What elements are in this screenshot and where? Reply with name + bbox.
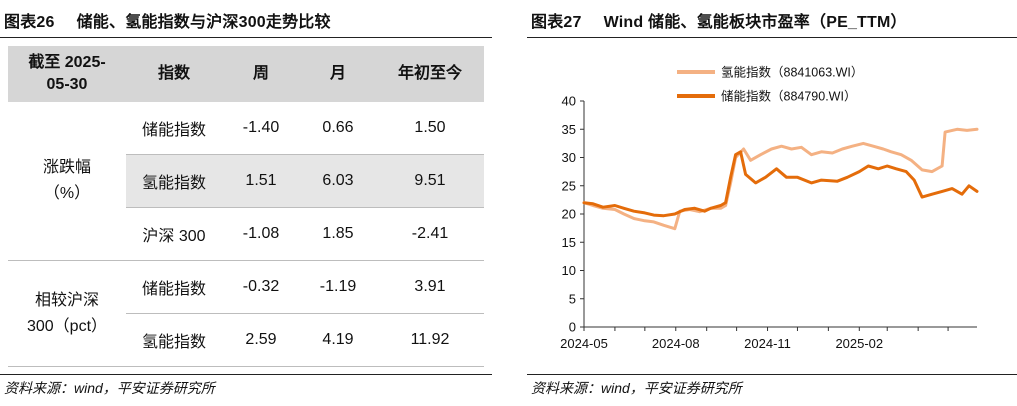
- row-index-name: 氢能指数: [126, 313, 222, 367]
- figure-27-top-rule: [527, 37, 1017, 38]
- row-index-name: 储能指数: [126, 260, 222, 314]
- figure-27-source: 资料来源：wind，平安证券研究所: [531, 380, 742, 396]
- figure-27-title: 图表27 Wind 储能、氢能板块市盈率（PE_TTM）: [531, 8, 907, 32]
- row-index-name: 氢能指数: [126, 154, 222, 208]
- row-ytd-value: 3.91: [376, 260, 484, 314]
- legend-label: 氢能指数（8841063.WI）: [721, 65, 863, 80]
- y-tick-label: 25: [562, 178, 576, 193]
- group-label-change: 涨跌幅 （%）: [8, 102, 126, 261]
- row-week-value: -0.32: [222, 260, 300, 314]
- table-row: 氢能指数 1.51 6.03 9.51: [8, 154, 484, 208]
- row-ytd-value: 9.51: [376, 154, 484, 208]
- y-tick-label: 35: [562, 122, 576, 137]
- comparison-table: 截至 2025- 05-30 指数 周 月 年初至今 涨跌幅 （%） 储能指数 …: [8, 46, 484, 367]
- row-week-value: 2.59: [222, 313, 300, 367]
- row-week-value: -1.08: [222, 207, 300, 261]
- x-tick-label: 2025-02: [835, 336, 883, 351]
- pe-ttm-line-chart: 0 5 10 15 20 25 30 35 40 2024-05 2024-08 2024-11 202…: [560, 65, 979, 351]
- row-index-name: 储能指数: [126, 102, 222, 155]
- figure-26-bottom-rule: [0, 374, 492, 375]
- figure-27-title-text: Wind 储能、氢能板块市盈率（PE_TTM）: [603, 14, 907, 31]
- figure-26-title: 图表26 储能、氢能指数与沪深300走势比较: [4, 8, 331, 32]
- header-date: 截至 2025- 05-30: [8, 46, 126, 102]
- x-tick-label: 2024-08: [652, 336, 700, 351]
- y-tick-label: 5: [569, 291, 576, 306]
- chart-series-lines: [582, 127, 979, 231]
- row-index-name: 沪深 300: [126, 207, 222, 261]
- group-label-relative: 相较沪深 300（pct）: [8, 260, 126, 367]
- row-ytd-value: 11.92: [376, 313, 484, 367]
- x-tick-label: 2024-11: [744, 336, 791, 351]
- x-tick-label: 2024-05: [560, 336, 608, 351]
- row-month-value: -1.19: [300, 260, 376, 314]
- row-month-value: 0.66: [300, 102, 376, 155]
- figure-26-panel: 图表26 储能、氢能指数与沪深300走势比较 截至 2025- 05-30 指数 …: [0, 0, 492, 406]
- figure-26-number: 图表26: [4, 14, 55, 31]
- figure-26-source: 资料来源：wind，平安证券研究所: [4, 380, 215, 396]
- chart-axes: 0 5 10 15 20 25 30 35 40 2024-05 2024-08 2024-11 202…: [560, 94, 977, 351]
- y-tick-label: 40: [562, 94, 576, 109]
- header-week: 周: [222, 46, 300, 102]
- y-tick-label: 20: [562, 207, 576, 222]
- figure-27-number: 图表27: [531, 14, 582, 31]
- header-ytd: 年初至今: [376, 46, 484, 102]
- y-tick-label: 0: [569, 320, 576, 335]
- row-month-value: 4.19: [300, 313, 376, 367]
- storage-index-line: [582, 150, 979, 218]
- chart-legend: 氢能指数（8841063.WI） 储能指数（884790.WI）: [677, 65, 863, 104]
- table-row: 沪深 300 -1.08 1.85 -2.41: [8, 207, 484, 261]
- row-week-value: 1.51: [222, 154, 300, 208]
- legend-label: 储能指数（884790.WI）: [721, 89, 856, 104]
- figure-26-top-rule: [0, 37, 492, 38]
- y-tick-label: 10: [562, 263, 576, 278]
- row-ytd-value: -2.41: [376, 207, 484, 261]
- y-tick-label: 30: [562, 150, 576, 165]
- row-month-value: 6.03: [300, 154, 376, 208]
- y-tick-label: 15: [562, 235, 576, 250]
- table-row: 相较沪深 300（pct） 储能指数 -0.32 -1.19 3.91: [8, 260, 484, 367]
- header-month: 月: [300, 46, 376, 102]
- figure-27-panel: 图表27 Wind 储能、氢能板块市盈率（PE_TTM） 0 5 10 15 20 25 30…: [527, 0, 1017, 406]
- hydrogen-index-line: [582, 127, 979, 231]
- figure-27-bottom-rule: [527, 374, 1017, 375]
- row-week-value: -1.40: [222, 102, 300, 155]
- table-row: 涨跌幅 （%） 储能指数 -1.40 0.66 1.50: [8, 102, 484, 261]
- table-header-row: 截至 2025- 05-30 指数 周 月 年初至今: [8, 46, 484, 102]
- row-ytd-value: 1.50: [376, 102, 484, 155]
- row-month-value: 1.85: [300, 207, 376, 261]
- table-row: 氢能指数 2.59 4.19 11.92: [8, 313, 484, 367]
- figure-26-title-text: 储能、氢能指数与沪深300走势比较: [76, 14, 331, 31]
- header-index: 指数: [126, 46, 222, 102]
